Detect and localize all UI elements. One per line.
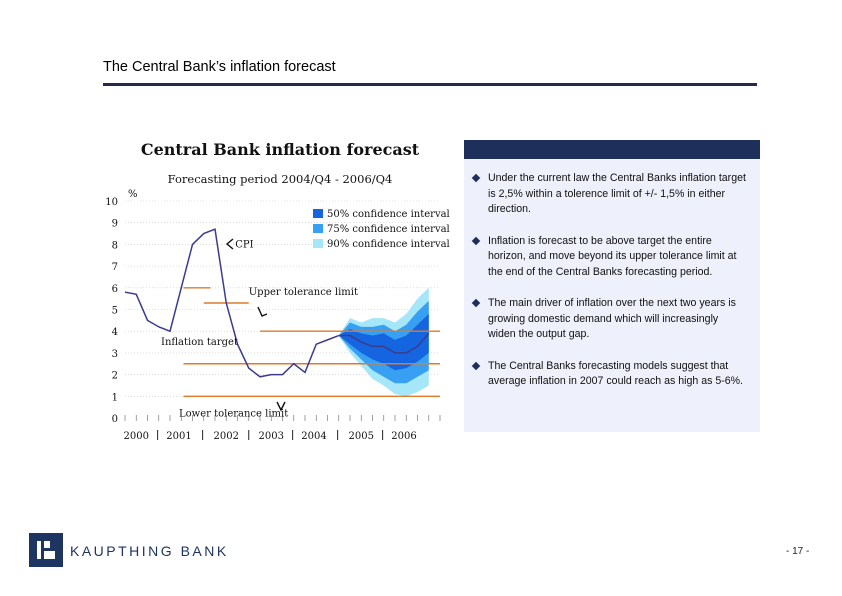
confidence-bands (338, 287, 429, 397)
legend-swatch-50 (313, 209, 323, 218)
bullet-diamond-icon (471, 361, 481, 370)
y-tick-label: 1 (112, 392, 118, 403)
chart-title: Central Bank inflation forecast (141, 140, 420, 159)
x-tick-label: 2001 (166, 431, 191, 442)
y-tick-label: 5 (112, 306, 118, 317)
x-tick-label: 2006 (391, 431, 416, 442)
tolerance-lines (183, 287, 440, 397)
y-tick-label: 3 (112, 349, 118, 360)
commentary-panel: Under the current law the Central Banks … (464, 140, 760, 432)
upper-limit-pointer-icon (257, 306, 268, 317)
x-tick-label: 2000 (124, 431, 149, 442)
panel-header-bar (464, 140, 760, 159)
forecast-line (338, 332, 430, 354)
axes: 0 1 2 3 4 5 6 7 8 9 10 2000 2001 2002 2003 2004 2005 2006 (105, 197, 441, 442)
chart-subtitle: Forecasting period 2004/Q4 - 2006/Q4 (168, 172, 393, 186)
x-tick-label: 2004 (301, 431, 326, 442)
bullet-text: Under the current law the Central Banks … (488, 172, 746, 215)
y-tick-label: 4 (112, 327, 118, 338)
kaupthing-logo-icon (29, 533, 63, 567)
legend-label-75: 75% confidence interval (327, 224, 450, 235)
legend-label-90: 90% confidence interval (327, 239, 450, 250)
y-tick-label: 8 (112, 240, 118, 251)
y-tick-label: 7 (112, 262, 118, 273)
x-tick-label: 2005 (349, 431, 374, 442)
annotation-label: CPI (235, 239, 253, 250)
bullet-item: The Central Banks forecasting models sug… (471, 359, 746, 390)
x-tick-label: 2003 (259, 431, 284, 442)
bullet-text: The main driver of inflation over the ne… (488, 297, 736, 340)
bullet-item: The main driver of inflation over the ne… (471, 296, 746, 343)
bullet-text: Inflation is forecast to be above target… (488, 234, 737, 278)
legend-swatch-90 (313, 239, 323, 248)
bullet-list: Under the current law the Central Banks … (464, 159, 760, 390)
bullet-item: Under the current law the Central Banks … (471, 171, 746, 218)
title-divider (103, 83, 757, 86)
bullet-text: The Central Banks forecasting models sug… (488, 359, 744, 388)
bullet-diamond-icon (471, 298, 481, 308)
annotation-label: Upper tolerance limit (249, 287, 358, 298)
chart-legend: 50% confidence interval 75% confidence i… (313, 209, 450, 250)
x-tick-label: 2002 (214, 431, 239, 442)
annotations: CPI Upper tolerance limit Inflation target… (161, 238, 358, 420)
y-axis-unit: % (128, 189, 138, 200)
bullet-diamond-icon (471, 236, 481, 245)
y-tick-label: 10 (105, 197, 118, 208)
legend-swatch-75 (313, 224, 323, 233)
page-title: The Central Bank’s inflation forecast (103, 59, 336, 75)
y-tick-label: 9 (112, 219, 118, 230)
y-tick-label: 2 (112, 371, 118, 382)
annotation-label: Lower tolerance limit (179, 409, 288, 420)
legend-label-50: 50% confidence interval (327, 209, 450, 220)
band-50 (338, 313, 429, 371)
cpi-pointer-icon (225, 238, 234, 250)
y-tick-label: 0 (112, 414, 118, 425)
series-lines (124, 228, 430, 378)
annotation-label: Inflation target (161, 337, 238, 348)
bullet-item: Inflation is forecast to be above target… (471, 234, 746, 281)
cpi-line (124, 228, 340, 378)
lower-limit-pointer-icon (276, 401, 286, 412)
page-number: - 17 - (786, 546, 810, 557)
logo-text: KAUPTHING BANK (70, 543, 229, 559)
y-tick-label: 6 (112, 284, 118, 295)
bullet-diamond-icon (471, 173, 481, 183)
